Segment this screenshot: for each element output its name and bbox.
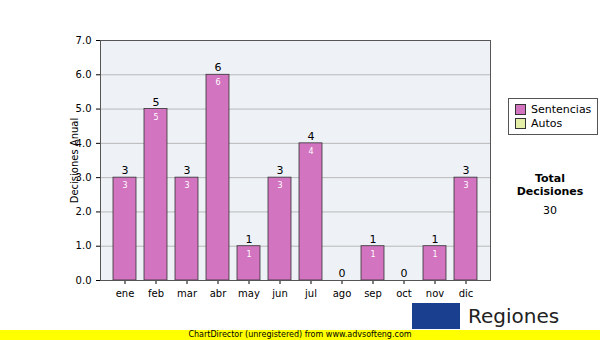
svg-text:3: 3 bbox=[184, 164, 191, 177]
svg-text:1: 1 bbox=[370, 233, 377, 246]
svg-text:mar: mar bbox=[177, 288, 198, 299]
svg-text:5.0: 5.0 bbox=[76, 103, 92, 114]
svg-text:6: 6 bbox=[215, 78, 220, 87]
svg-text:jun: jun bbox=[271, 288, 287, 299]
svg-text:7.0: 7.0 bbox=[76, 35, 92, 46]
svg-text:dic: dic bbox=[459, 288, 474, 299]
svg-text:3: 3 bbox=[122, 164, 129, 177]
svg-text:4.0: 4.0 bbox=[75, 137, 92, 149]
svg-text:6: 6 bbox=[215, 61, 222, 74]
html-text:Regiones: Regiones bbox=[468, 304, 560, 328]
svg-text:1: 1 bbox=[432, 250, 437, 259]
svg-text:4: 4 bbox=[308, 147, 313, 156]
svg-text:feb: feb bbox=[148, 288, 164, 299]
svg-text:nov: nov bbox=[426, 288, 444, 299]
html-text:ChartDirector (unregistered) f: ChartDirector (unregistered) from www.ad… bbox=[188, 330, 412, 339]
svg-text:1: 1 bbox=[370, 250, 375, 259]
svg-text:5: 5 bbox=[153, 113, 158, 122]
svg-text:ago: ago bbox=[333, 288, 352, 299]
html-text:Autos: Autos bbox=[531, 117, 563, 130]
svg-text:sep: sep bbox=[364, 288, 382, 299]
svg-text:3: 3 bbox=[122, 181, 127, 190]
svg-text:1: 1 bbox=[246, 233, 253, 246]
html-text:30: 30 bbox=[543, 204, 557, 217]
svg-text:3: 3 bbox=[463, 164, 470, 177]
svg-text:5: 5 bbox=[153, 96, 160, 109]
svg-text:0: 0 bbox=[401, 267, 408, 280]
svg-text:Decisiones Anual: Decisiones Anual bbox=[69, 118, 80, 204]
svg-text:3: 3 bbox=[277, 164, 284, 177]
html-text:Total Decisiones: Total Decisiones bbox=[516, 172, 584, 198]
svg-text:jul: jul bbox=[304, 288, 317, 299]
svg-text:3: 3 bbox=[463, 181, 468, 190]
svg-text:3.0: 3.0 bbox=[75, 171, 92, 183]
svg-text:4: 4 bbox=[308, 130, 315, 143]
svg-text:1: 1 bbox=[246, 250, 251, 259]
svg-text:3: 3 bbox=[184, 181, 189, 190]
svg-text:abr: abr bbox=[210, 288, 227, 299]
svg-text:3: 3 bbox=[277, 181, 282, 190]
svg-text:ene: ene bbox=[116, 288, 135, 299]
svg-text:0: 0 bbox=[339, 267, 346, 280]
svg-text:1.0: 1.0 bbox=[76, 240, 92, 251]
svg-text:may: may bbox=[238, 288, 260, 299]
svg-text:2.0: 2.0 bbox=[76, 206, 92, 217]
svg-text:oct: oct bbox=[396, 288, 412, 299]
svg-text:6.0: 6.0 bbox=[76, 69, 92, 80]
html-text:Sentencias: Sentencias bbox=[531, 103, 592, 116]
svg-text:1: 1 bbox=[432, 233, 439, 246]
svg-text:0.0: 0.0 bbox=[76, 275, 92, 286]
